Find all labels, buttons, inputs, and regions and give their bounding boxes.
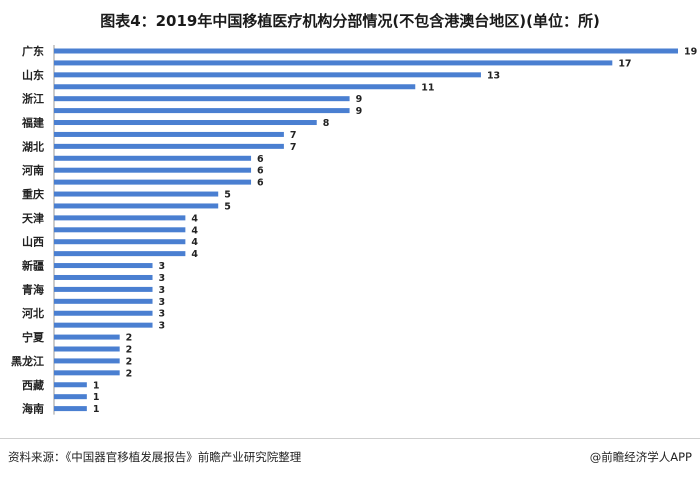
bar-value-label: 1	[93, 380, 100, 391]
category-label: 河北	[22, 306, 44, 320]
chart-title: 图表4：2019年中国移植医疗机构分部情况(不包含港澳台地区)(单位：所)	[100, 12, 600, 30]
bar	[54, 72, 481, 78]
bar-chart: 19广东1713山东119浙江98福建77湖北66河南65重庆54天津44山西4…	[11, 44, 697, 416]
bar-value-label: 2	[126, 356, 133, 367]
bar	[54, 191, 219, 197]
category-label: 宁夏	[22, 330, 45, 344]
bar	[54, 370, 120, 376]
bar-value-label: 4	[191, 249, 198, 260]
bar-value-label: 9	[356, 106, 363, 117]
brand-credit: @前瞻经济学人APP	[589, 450, 692, 464]
bar-value-label: 1	[93, 404, 100, 415]
bar-value-label: 2	[126, 368, 133, 379]
bar-value-label: 3	[159, 309, 166, 320]
bar	[54, 108, 350, 114]
bar-value-label: 5	[224, 190, 231, 201]
bar-value-label: 19	[684, 47, 697, 58]
bar	[54, 334, 120, 340]
bar	[54, 96, 350, 102]
bar-value-label: 7	[290, 130, 297, 141]
category-label: 重庆	[22, 187, 44, 201]
bar	[54, 322, 153, 328]
bar	[54, 167, 252, 173]
bar	[54, 263, 153, 269]
bar	[54, 131, 284, 137]
category-label: 海南	[22, 402, 44, 416]
bar	[54, 298, 153, 304]
bar-value-label: 4	[191, 213, 198, 224]
bar	[54, 346, 120, 352]
bar	[54, 48, 678, 54]
bar-value-label: 3	[159, 261, 166, 272]
bar	[54, 382, 87, 388]
category-label: 青海	[22, 282, 44, 296]
bar-value-label: 6	[257, 154, 264, 165]
category-label: 湖北	[22, 139, 44, 153]
bar-value-label: 3	[159, 321, 166, 332]
bar-value-label: 5	[224, 201, 231, 212]
bar	[54, 239, 186, 245]
bar-value-label: 1	[93, 392, 100, 403]
category-label: 天津	[22, 211, 44, 225]
category-label: 西藏	[22, 378, 44, 392]
bar-value-label: 17	[618, 58, 631, 69]
bar	[54, 179, 252, 185]
bar	[54, 358, 120, 364]
source-note: 资料来源：《中国器官移植发展报告》前瞻产业研究院整理	[8, 450, 302, 464]
bar-value-label: 8	[323, 118, 330, 129]
category-label: 山西	[22, 235, 44, 249]
bar-value-label: 3	[159, 297, 166, 308]
category-label: 福建	[21, 116, 45, 130]
bar-value-label: 7	[290, 142, 297, 153]
bar-value-label: 6	[257, 178, 264, 189]
bar	[54, 394, 87, 400]
bar-value-label: 2	[126, 345, 133, 356]
bar-value-label: 4	[191, 225, 198, 236]
bar-value-label: 3	[159, 273, 166, 284]
bar-value-label: 11	[421, 82, 434, 93]
bar	[54, 155, 252, 161]
bar	[54, 251, 186, 257]
bar	[54, 143, 284, 149]
bar-value-label: 2	[126, 333, 133, 344]
bar-value-label: 6	[257, 166, 264, 177]
category-label: 浙江	[22, 92, 44, 106]
bar	[54, 274, 153, 280]
bar	[54, 310, 153, 316]
bar	[54, 406, 87, 412]
category-label: 河南	[22, 163, 44, 177]
bar	[54, 60, 613, 66]
category-label: 新疆	[22, 259, 44, 273]
bar	[54, 203, 219, 209]
footer-divider	[0, 438, 700, 439]
category-label: 黑龙江	[11, 354, 44, 368]
category-label: 山东	[22, 68, 44, 82]
bar-value-label: 3	[159, 285, 166, 296]
bar	[54, 84, 416, 90]
bar	[54, 120, 317, 126]
category-label: 广东	[22, 44, 44, 58]
bar	[54, 286, 153, 292]
bar	[54, 215, 186, 221]
bar-value-label: 13	[487, 70, 500, 81]
bar-value-label: 9	[356, 94, 363, 105]
bar-value-label: 4	[191, 237, 198, 248]
bar	[54, 227, 186, 233]
